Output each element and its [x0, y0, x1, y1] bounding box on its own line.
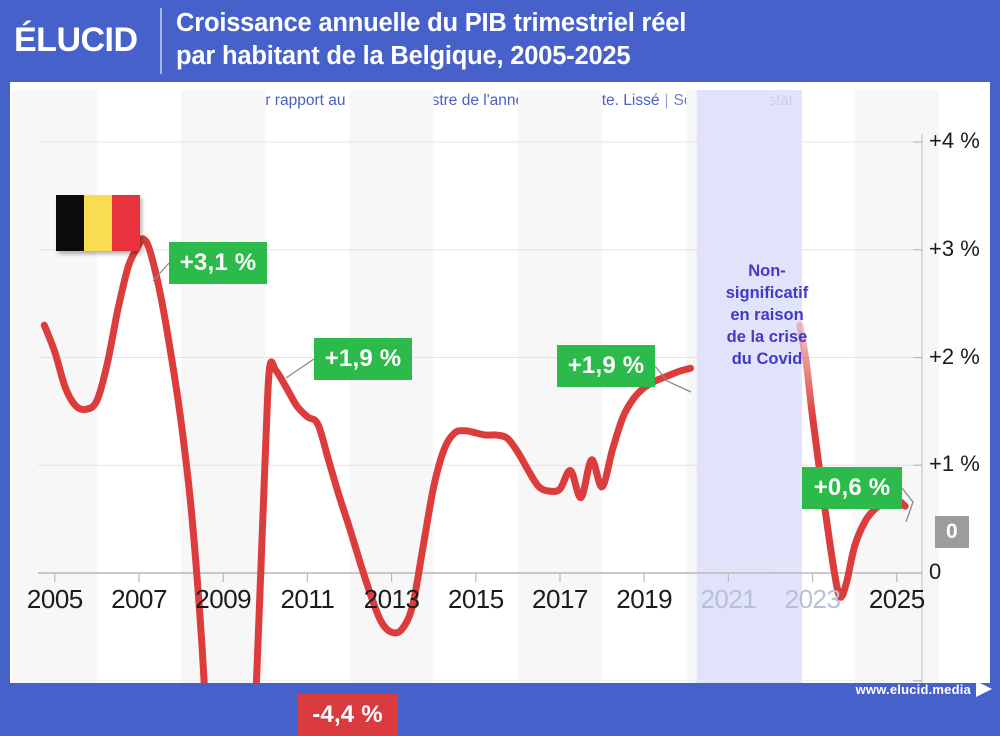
- chart-svg: [12, 90, 939, 683]
- x-axis-label-2007: 2007: [111, 584, 167, 614]
- title-line-2: par habitant de la Belgique, 2005-2025: [176, 42, 631, 70]
- flag-stripe-red: [112, 195, 140, 251]
- y-axis-label-2: +2 %: [929, 343, 980, 369]
- covid-note-line-3: en raison: [730, 306, 804, 324]
- x-axis-label-2017: 2017: [532, 584, 588, 614]
- annotation-badge-value-2025: +0,6 %: [802, 467, 902, 509]
- y-axis-label-1: +1 %: [929, 451, 980, 477]
- axes: [38, 134, 923, 683]
- x-axis-label-2021: 2021: [700, 584, 757, 614]
- header-divider: [160, 8, 162, 74]
- chart-card: En % par rapport au même trimestre de l'…: [10, 82, 990, 736]
- covid-note-line-4: de la crise: [726, 328, 808, 346]
- x-axis-label-2013: 2013: [363, 584, 420, 614]
- belgium-flag-icon: [56, 195, 140, 251]
- flag-stripe-yellow: [84, 195, 112, 251]
- x-axis-label-2011: 2011: [280, 584, 335, 614]
- page-title: Croissance annuelle du PIB trimestriel r…: [176, 7, 986, 73]
- elucid-logo: ÉLUCID: [14, 21, 138, 59]
- annotation-badge-trough-2009: -4,4 %: [297, 694, 398, 736]
- covid-note-line-1: Non-: [748, 262, 786, 280]
- covid-note: Non- significatif en raison de la crise …: [707, 260, 827, 370]
- title-line-1: Croissance annuelle du PIB trimestriel r…: [176, 9, 687, 37]
- arrow-icon: [976, 681, 992, 697]
- covid-note-line-5: du Covid: [731, 350, 803, 368]
- flag-stripe-black: [56, 195, 84, 251]
- annotation-badge-peak-2010: +1,9 %: [314, 338, 412, 380]
- annotation-badge-last-value: 0: [935, 516, 969, 548]
- covid-note-line-2: significatif: [725, 284, 809, 302]
- data-line-pre-covid: [40, 235, 694, 683]
- y-axis-label-0: 0: [929, 559, 942, 584]
- leader-lines: [152, 262, 914, 523]
- covid-band: [696, 90, 803, 683]
- x-axis-label-2009: 2009: [195, 584, 252, 614]
- y-axis-label-4: +4 %: [929, 128, 980, 153]
- x-axis-label-2015: 2015: [447, 584, 504, 614]
- x-axis-label-2023: 2023: [784, 584, 841, 614]
- watermark: www.elucid.media: [856, 680, 992, 698]
- annotation-badge-peak-2019: +1,9 %: [557, 345, 655, 387]
- header-bar: ÉLUCID Croissance annuelle du PIB trimes…: [0, 0, 1000, 82]
- watermark-text: www.elucid.media: [855, 681, 971, 697]
- x-axis-label-2019: 2019: [616, 584, 673, 614]
- x-axis-label-2005: 2005: [26, 584, 83, 614]
- plot-area: [10, 82, 990, 683]
- y-axis-label-3: +3 %: [929, 235, 980, 261]
- x-axis-label-2025: 2025: [868, 584, 925, 614]
- annotation-badge-peak-2007: +3,1 %: [169, 242, 267, 284]
- subtitle-separator: |: [664, 92, 669, 109]
